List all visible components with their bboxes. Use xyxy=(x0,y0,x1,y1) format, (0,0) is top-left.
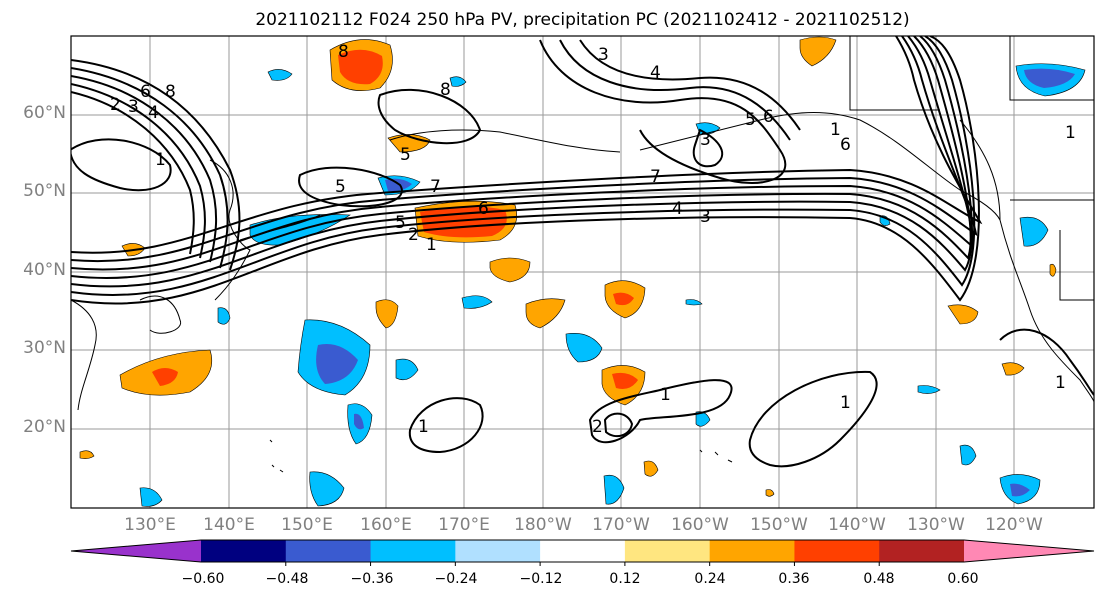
lon-label: 120°W xyxy=(985,515,1043,535)
lon-label: 180°W xyxy=(514,515,572,535)
pv-contours xyxy=(71,36,1094,468)
lat-label: 50°N xyxy=(23,181,66,201)
colorbar-segment xyxy=(709,540,795,562)
contour-label: 3 xyxy=(700,207,711,227)
contour-label: 1 xyxy=(155,150,166,170)
colorbar-tick: 0.36 xyxy=(778,571,810,587)
colorbar-segment xyxy=(624,540,711,562)
contour-label: 4 xyxy=(672,199,683,219)
colorbar-segment xyxy=(879,540,965,562)
colorbar-tick: −0.36 xyxy=(350,571,394,587)
colorbar-segment xyxy=(794,540,880,562)
lon-label: 130°E xyxy=(124,515,176,535)
contour-label: 5 xyxy=(400,145,411,165)
contour-label: 1 xyxy=(426,235,437,255)
chart-title: 2021102112 F024 250 hPa PV, precipitatio… xyxy=(255,10,910,30)
contour-label: 5 xyxy=(335,177,346,197)
colorbar-tick: −0.48 xyxy=(265,571,309,587)
colorbar-tick: 0.12 xyxy=(609,571,641,587)
colorbar-tick: −0.24 xyxy=(434,571,478,587)
contour-label: 1 xyxy=(1065,123,1076,143)
contour-label: 6 xyxy=(478,199,489,219)
lon-label: 160°W xyxy=(671,515,729,535)
contour-label: 3 xyxy=(700,130,711,150)
contour-label: 8 xyxy=(165,82,176,102)
contour-label: 8 xyxy=(338,42,349,62)
lat-label: 30°N xyxy=(23,338,66,358)
lat-label: 20°N xyxy=(23,417,66,437)
contour-label: 3 xyxy=(598,45,609,65)
lon-label: 170°E xyxy=(438,515,490,535)
precip-positive-patches xyxy=(79,36,1057,497)
contour-label: 8 xyxy=(440,80,451,100)
lon-label: 160°E xyxy=(360,515,412,535)
contour-label: 4 xyxy=(148,103,159,123)
contour-label: 1 xyxy=(418,417,429,437)
contour-label: 6 xyxy=(763,107,774,127)
contour-label: 2 xyxy=(592,417,603,437)
contour-label: 3 xyxy=(128,97,139,117)
contour-label: 1 xyxy=(830,120,841,140)
colorbar-extend-low xyxy=(71,540,201,562)
colorbar-tick: −0.60 xyxy=(181,571,225,587)
colorbar-tick: 0.24 xyxy=(694,571,726,587)
contour-label: 1 xyxy=(660,385,671,405)
colorbar-segment xyxy=(201,540,287,562)
contour-label: 2 xyxy=(110,95,121,115)
colorbar-segment xyxy=(370,540,456,562)
lat-label: 60°N xyxy=(23,103,66,123)
colorbar-tick: 0.60 xyxy=(947,571,979,587)
colorbar-tick: −0.12 xyxy=(519,571,563,587)
lon-label: 150°E xyxy=(281,515,333,535)
lon-label: 130°W xyxy=(907,515,965,535)
contour-label: 2 xyxy=(408,225,419,245)
contour-label: 1 xyxy=(1055,373,1066,393)
contour-label: 5 xyxy=(395,213,406,233)
contour-label: 7 xyxy=(430,177,441,197)
contour-labels: 8 6 8 2 3 4 1 5 7 6 2 1 5 8 3 4 3 7 6 1 … xyxy=(110,42,1076,437)
lon-label: 150°W xyxy=(750,515,808,535)
colorbar-tick: 0.48 xyxy=(863,571,895,587)
colorbar-outline xyxy=(70,539,1095,563)
contour-label: 6 xyxy=(140,82,151,102)
colorbar-segment xyxy=(285,540,372,562)
contour-label: 4 xyxy=(650,63,661,83)
map-frame xyxy=(70,35,1095,509)
lon-label: 140°W xyxy=(828,515,886,535)
coastlines xyxy=(71,36,1094,473)
contour-label: 6 xyxy=(840,135,851,155)
lon-label: 170°W xyxy=(592,515,650,535)
colorbar xyxy=(70,539,1095,566)
lon-label: 140°E xyxy=(203,515,255,535)
lat-label: 40°N xyxy=(23,260,66,280)
contour-label: 7 xyxy=(650,167,661,187)
colorbar-segment xyxy=(540,540,626,562)
contour-label: 1 xyxy=(840,393,851,413)
contour-label: 5 xyxy=(745,110,756,130)
colorbar-extend-high xyxy=(964,540,1094,562)
colorbar-segment xyxy=(455,540,541,562)
